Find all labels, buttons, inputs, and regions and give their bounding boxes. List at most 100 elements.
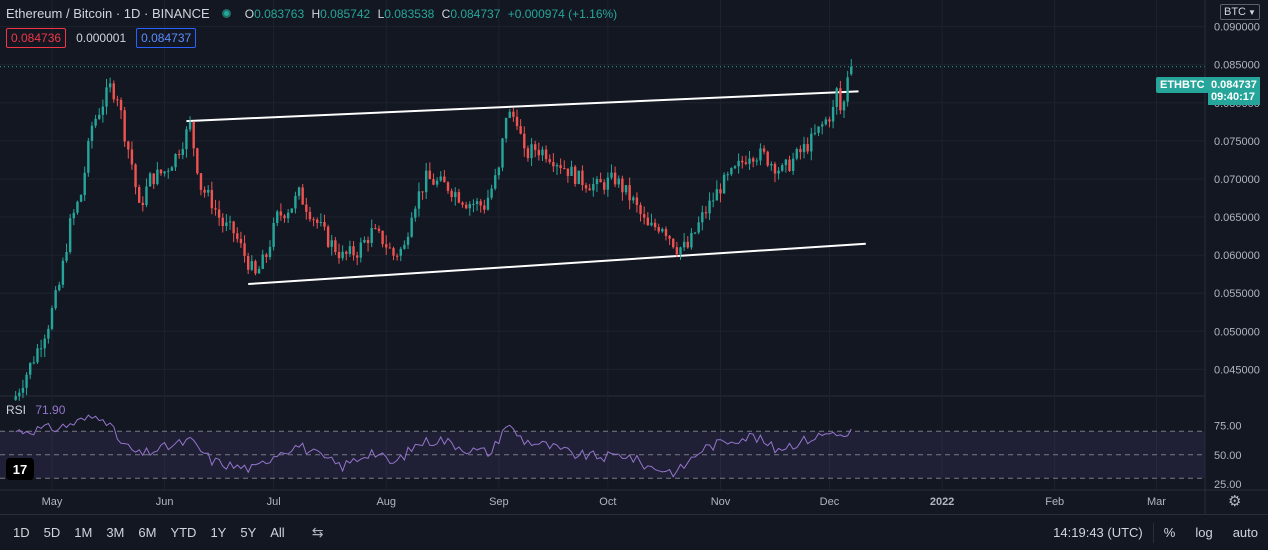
candle [250,255,254,272]
trendlines[interactable] [186,90,866,286]
candle-body [68,218,72,253]
candle-body [232,221,235,234]
utc-clock[interactable]: 14:19:43 (UTC) [1053,525,1143,540]
candle [842,100,846,119]
candle-body [563,168,566,170]
candle-body [261,254,264,269]
candle-body [730,168,733,175]
candle-body [207,189,210,193]
candle-body [642,214,646,218]
time-tick-label: Mar [1147,496,1166,508]
symbol-title[interactable]: Ethereum / Bitcoin · 1D · BINANCE [6,6,210,21]
candle [217,200,221,226]
candle [712,192,715,208]
candle-body [715,189,719,201]
time-tick-label: Feb [1045,496,1064,508]
candle-body [693,232,697,234]
candle-body [105,87,108,107]
candle [704,206,708,219]
candle [715,180,719,201]
candle [25,372,28,395]
candle-body [621,178,624,193]
candle [326,224,330,249]
candle [341,245,344,261]
buy-button[interactable]: 0.084737 [136,28,197,48]
chart-area[interactable]: 0.0900000.0850000.0800000.0750000.070000… [0,0,1268,514]
auto-scale-toggle[interactable]: auto [1232,525,1258,540]
candle-body [108,83,112,88]
rsi-tick-label: 25.00 [1214,479,1242,491]
tradingview-logo[interactable]: 17 [6,458,34,480]
candle [243,235,246,263]
candle [188,116,192,132]
candle-body [603,182,606,190]
range-6m[interactable]: 6M [138,525,157,540]
candle-body [675,247,679,255]
spread-value: 0.000001 [76,31,127,45]
candle-body [501,138,504,168]
candle-body [795,149,798,159]
candle [555,162,559,176]
candle [508,108,511,119]
candle [47,325,50,344]
candle [345,250,348,261]
candle-body [526,148,530,159]
time-tick-label: Oct [599,496,616,508]
candle [127,140,130,159]
candle [606,172,610,197]
candle [566,168,570,183]
candle-body [515,116,519,127]
sell-button[interactable]: 0.084736 [6,28,67,48]
time-tick-label: Nov [711,496,731,508]
candle [72,209,75,226]
candle-body [414,208,417,218]
candle-body [439,176,442,181]
candle [163,170,166,177]
candle [781,163,784,173]
candle-body [141,202,145,206]
candle [239,231,243,248]
candle [828,116,831,128]
candle [232,220,235,243]
candle-body [268,246,272,257]
calendar-range-icon[interactable]: ⇆ [311,524,324,540]
rsi-value: 71.90 [35,403,66,417]
range-ytd[interactable]: YTD [170,525,197,540]
candle-body [639,205,642,215]
range-5d[interactable]: 5D [43,525,61,540]
candle [61,257,65,288]
time-tick-label: Jun [156,496,174,508]
candle [58,281,61,292]
candle-body [461,202,464,205]
gear-icon[interactable]: ⚙ [1228,493,1242,510]
time-axis[interactable]: May Jun Jul Aug Sep Oct Nov Dec 2022 Feb Mar [0,489,1268,508]
candle [108,77,112,93]
candle [286,208,290,223]
price-tick-label: 0.070000 [1214,174,1260,186]
range-all[interactable]: All [270,525,285,540]
candle [664,226,668,241]
candle [181,142,184,160]
candle-body [839,88,842,111]
currency-button[interactable]: BTC ▼ [1220,4,1260,20]
percent-scale-toggle[interactable]: % [1163,525,1176,540]
candle [395,253,399,261]
log-scale-toggle[interactable]: log [1195,525,1213,540]
range-5y[interactable]: 5Y [240,525,257,540]
candle-body [773,163,777,174]
candle [192,121,195,157]
candle [203,186,206,198]
range-1m[interactable]: 1M [74,525,93,540]
candle [759,143,762,166]
range-1y[interactable]: 1Y [210,525,227,540]
range-1d[interactable]: 1D [13,525,30,540]
candle-body [657,227,660,232]
candle-body [650,222,653,226]
candle-body [726,174,729,176]
candle [799,145,802,160]
rsi-legend[interactable]: RSI 71.90 [6,403,65,417]
candle-body [842,101,846,111]
buy-sell-panel: 0.084736 0.000001 0.084737 [6,28,197,48]
range-3m[interactable]: 3M [106,525,125,540]
candle [366,236,370,252]
